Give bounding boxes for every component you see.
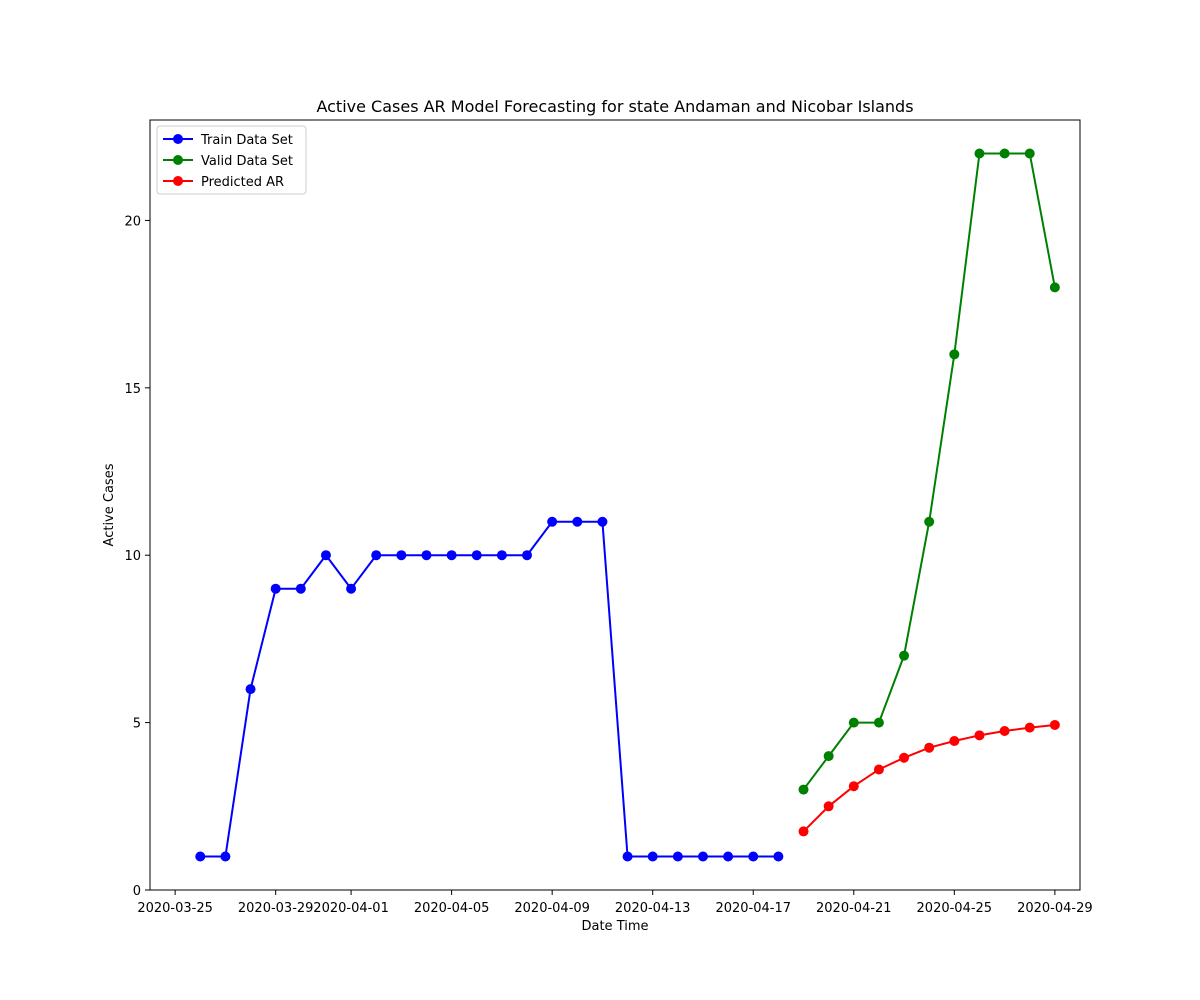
x-axis: 2020-03-25 2020-03-29 2020-04-01 2020-04-05… (137, 890, 1093, 916)
x-tick-label: 2020-04-25 (917, 901, 993, 916)
data-point-train-data-set (195, 851, 206, 862)
data-point-predicted-ar (949, 736, 960, 747)
data-point-predicted-ar (899, 752, 910, 763)
legend-marker-train-data-set (173, 134, 183, 144)
chart-title: Active Cases AR Model Forecasting for st… (316, 97, 913, 116)
data-point-train-data-set (471, 550, 482, 561)
data-point-train-data-set (496, 550, 507, 561)
x-tick-label: 2020-04-29 (1017, 901, 1093, 916)
data-point-train-data-set (647, 851, 658, 862)
legend-marker-valid-data-set (173, 155, 183, 165)
data-point-predicted-ar (974, 730, 985, 741)
data-point-predicted-ar (798, 826, 809, 837)
data-point-train-data-set (346, 583, 357, 594)
data-point-train-data-set (371, 550, 382, 561)
y-axis: 0 5 10 15 20 (124, 214, 150, 899)
data-point-train-data-set (270, 583, 281, 594)
y-tick-label: 15 (124, 382, 141, 397)
data-point-valid-data-set (848, 717, 859, 728)
data-point-train-data-set (396, 550, 407, 561)
data-point-train-data-set (522, 550, 533, 561)
data-point-valid-data-set (873, 717, 884, 728)
data-point-valid-data-set (924, 516, 935, 527)
data-point-predicted-ar (848, 781, 859, 792)
x-tick-label: 2020-04-17 (715, 901, 791, 916)
data-point-train-data-set (723, 851, 734, 862)
x-tick-label: 2020-03-25 (137, 901, 213, 916)
legend-box (156, 125, 307, 195)
data-point-valid-data-set (899, 650, 910, 661)
data-point-train-data-set (622, 851, 633, 862)
legend-label-valid-data-set: Valid Data Set (201, 154, 293, 169)
x-tick-label: 2020-04-09 (514, 901, 590, 916)
data-point-valid-data-set (823, 751, 834, 762)
data-point-train-data-set (597, 516, 608, 527)
data-point-predicted-ar (999, 725, 1010, 736)
y-axis-title: Active Cases (102, 463, 117, 546)
data-point-train-data-set (547, 516, 558, 527)
legend-marker-predicted-ar (173, 176, 183, 186)
data-point-train-data-set (773, 851, 784, 862)
legend-label-train-data-set: Train Data Set (200, 133, 293, 148)
data-point-train-data-set (572, 516, 583, 527)
data-point-valid-data-set (974, 148, 985, 159)
x-tick-label: 2020-04-13 (615, 901, 691, 916)
y-tick-label: 5 (133, 717, 141, 732)
axes-frame (149, 119, 1081, 891)
x-tick-label: 2020-04-01 (313, 901, 389, 916)
data-point-valid-data-set (1024, 148, 1035, 159)
legend: Train Data Set Valid Data Set Predicted AR (156, 125, 307, 195)
data-point-predicted-ar (1049, 719, 1060, 730)
data-point-predicted-ar (1024, 722, 1035, 733)
data-point-train-data-set (421, 550, 432, 561)
data-point-predicted-ar (823, 801, 834, 812)
data-point-train-data-set (220, 851, 231, 862)
data-point-train-data-set (672, 851, 683, 862)
data-point-train-data-set (748, 851, 759, 862)
data-point-train-data-set (295, 583, 306, 594)
y-tick-label: 0 (133, 884, 141, 899)
data-point-train-data-set (446, 550, 457, 561)
y-tick-label: 10 (124, 549, 141, 564)
legend-label-predicted-ar: Predicted AR (201, 175, 284, 190)
data-point-predicted-ar (873, 764, 884, 775)
data-point-valid-data-set (949, 349, 960, 360)
y-tick-label: 20 (124, 214, 141, 229)
x-tick-label: 2020-04-21 (816, 901, 892, 916)
plot-area (195, 148, 1060, 862)
data-point-valid-data-set (1049, 282, 1060, 293)
x-tick-label: 2020-04-05 (414, 901, 490, 916)
data-point-train-data-set (697, 851, 708, 862)
data-point-valid-data-set (798, 784, 809, 795)
data-point-valid-data-set (999, 148, 1010, 159)
data-point-predicted-ar (924, 742, 935, 753)
data-point-train-data-set (320, 550, 331, 561)
x-axis-title: Date Time (581, 919, 648, 934)
x-tick-label: 2020-03-29 (238, 901, 314, 916)
data-point-train-data-set (245, 684, 256, 695)
